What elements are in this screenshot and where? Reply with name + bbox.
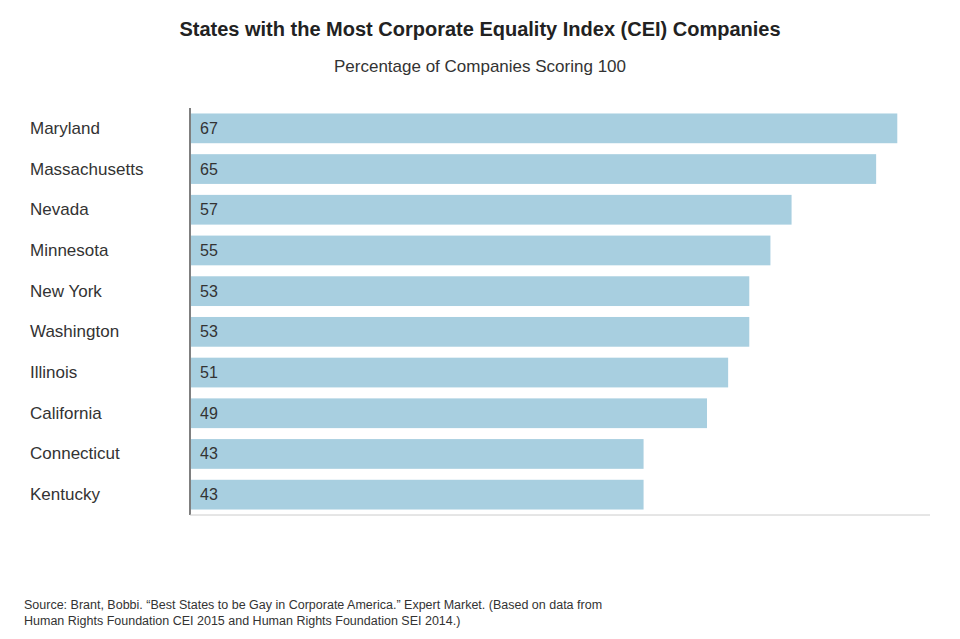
data-label: 51 (200, 364, 218, 381)
bar (190, 275, 750, 307)
x-axis-line (190, 515, 930, 516)
data-label: 65 (200, 161, 218, 178)
data-label: 53 (200, 323, 218, 340)
bar (190, 438, 645, 470)
y-axis-line (189, 108, 191, 515)
background (0, 0, 960, 639)
data-label: 43 (200, 445, 218, 462)
bar (190, 316, 750, 348)
data-label: 67 (200, 120, 218, 137)
bar (190, 194, 793, 226)
y-tick-label: Minnesota (30, 241, 109, 260)
bars (190, 112, 898, 510)
source-note: Source: Brant, Bobbi. “Best States to be… (24, 598, 602, 628)
chart-svg: States with the Most Corporate Equality … (0, 0, 960, 639)
y-tick-label: Massachusetts (30, 160, 143, 179)
chart-container: States with the Most Corporate Equality … (0, 0, 960, 639)
title: States with the Most Corporate Equality … (179, 18, 780, 40)
data-label: 53 (200, 283, 218, 300)
y-tick-label: Kentucky (30, 485, 100, 504)
data-label: 55 (200, 242, 218, 259)
source-line: Human Rights Foundation CEI 2015 and Hum… (24, 614, 460, 628)
y-tick-label: Maryland (30, 119, 100, 138)
data-label: 43 (200, 486, 218, 503)
data-label: 49 (200, 405, 218, 422)
source-line: Source: Brant, Bobbi. “Best States to be… (24, 598, 602, 612)
bar (190, 235, 771, 267)
subtitle: Percentage of Companies Scoring 100 (334, 57, 626, 76)
bar (190, 397, 708, 429)
bar (190, 153, 877, 185)
y-tick-label: Connecticut (30, 444, 120, 463)
y-tick-label: Illinois (30, 363, 77, 382)
bar (190, 479, 645, 511)
bar (190, 112, 898, 144)
y-tick-label: New York (30, 282, 102, 301)
y-tick-label: Washington (30, 322, 119, 341)
data-label: 57 (200, 201, 218, 218)
y-tick-label: California (30, 404, 102, 423)
bar (190, 357, 729, 389)
y-tick-label: Nevada (30, 200, 89, 219)
